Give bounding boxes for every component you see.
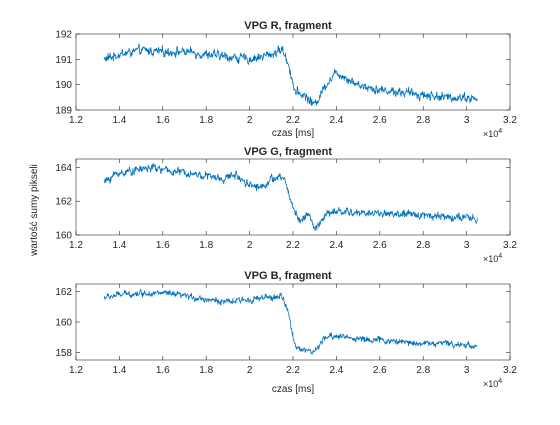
- subplot-g-x-tick-label: 1.8: [199, 240, 213, 251]
- subplot-g-y-tick-label: 164: [55, 163, 72, 174]
- subplot-b-series: [103, 288, 478, 355]
- subplot-r-x-tick-label: 2.4: [329, 115, 343, 126]
- subplot-r-axes-box: [75, 33, 511, 111]
- subplot-r-y-tick-label: 191: [55, 55, 72, 66]
- subplot-g-y-ticks: 160 162 164: [55, 163, 510, 242]
- subplot-b-x-tick-label: 1.6: [156, 365, 170, 376]
- subplot-r-x-tick-label: 2.8: [416, 115, 430, 126]
- subplot-b-x-multiplier: ×104: [483, 378, 502, 389]
- subplot-b-series-line: [103, 288, 478, 355]
- subplot-b-y-tick-label: 160: [55, 318, 72, 329]
- subplot-b-x-tick-label: 1.8: [199, 365, 213, 376]
- subplot-b-multiplier-base: ×10: [483, 379, 498, 389]
- subplot-b-x-tick-label: 1.2: [69, 365, 83, 376]
- subplot-r-x-tick-label: 1.8: [199, 115, 213, 126]
- subplot-r-y-tick-label: 190: [55, 80, 72, 91]
- subplot-g-x-tick-label: 2.2: [286, 240, 300, 251]
- subplot-b-y-ticks: 158 160 162: [55, 287, 510, 359]
- subplot-g-x-tick-label: 2.4: [329, 240, 343, 251]
- subplot-b-y-tick-label: 158: [55, 348, 72, 359]
- shared-y-axis-label: wartość sumy pikseli: [29, 164, 40, 257]
- subplot-g-x-tick-label: 2.8: [416, 240, 430, 251]
- subplot-b-x-tick-label: 2.4: [329, 365, 343, 376]
- subplot-g: VPG G, fragment 160 162 164 1.2 1.4 1.6 1.8 2 2…: [55, 146, 517, 264]
- subplot-r-multiplier-base: ×10: [483, 129, 498, 139]
- subplot-b-x-tick-label: 3: [464, 365, 470, 376]
- subplot-b-axes-box: [75, 283, 511, 361]
- subplot-b-x-tick-label: 2: [247, 365, 253, 376]
- subplot-g-multiplier-power: 4: [498, 253, 502, 260]
- subplot-g-x-ticks: 1.2 1.4 1.6 1.8 2 2.2 2.4 2.6 2.8 3 3.2: [69, 159, 517, 251]
- subplot-g-x-tick-label: 1.6: [156, 240, 170, 251]
- subplot-r-x-tick-label: 2.6: [373, 115, 387, 126]
- subplot-g-multiplier-base: ×10: [483, 254, 498, 264]
- subplot-b-x-tick-label: 2.8: [416, 365, 430, 376]
- subplot-g-x-tick-label: 3: [464, 240, 470, 251]
- subplot-b-title: VPG B, fragment: [244, 270, 332, 282]
- subplot-r-x-label: czas [ms]: [272, 128, 314, 139]
- subplot-g-title: VPG G, fragment: [244, 146, 332, 158]
- subplot-g-x-tick-label: 2.6: [373, 240, 387, 251]
- subplot-b-x-label: czas [ms]: [272, 384, 314, 395]
- subplot-r-x-tick-label: 3.2: [503, 115, 517, 126]
- subplot-r-y-tick-label: 189: [55, 106, 72, 117]
- subplot-b-multiplier-power: 4: [498, 378, 502, 385]
- subplot-r-x-multiplier: ×104: [483, 128, 502, 139]
- subplot-g-x-multiplier: ×104: [483, 253, 502, 264]
- subplot-b-x-tick-label: 2.2: [286, 365, 300, 376]
- subplot-b: VPG B, fragment 158 160 162 1.2 1.4 1.6 1.8 2 2…: [55, 270, 517, 395]
- subplot-g-series: [103, 163, 478, 232]
- subplot-r-x-tick-label: 3: [464, 115, 470, 126]
- subplot-r-x-tick-label: 2.2: [286, 115, 300, 126]
- subplot-r-series: [103, 43, 478, 106]
- subplot-r-x-tick-label: 1.4: [112, 115, 126, 126]
- subplot-r-title: VPG R, fragment: [244, 20, 332, 32]
- subplot-g-x-tick-label: 3.2: [503, 240, 517, 251]
- subplot-b-y-tick-label: 162: [55, 287, 72, 298]
- subplot-r-y-ticks: 189 190 191 192: [55, 30, 510, 117]
- subplot-b-x-ticks: 1.2 1.4 1.6 1.8 2 2.2 2.4 2.6 2.8 3 3.2: [69, 284, 517, 376]
- subplot-r-x-tick-label: 2: [247, 115, 253, 126]
- subplot-g-series-line: [103, 163, 478, 232]
- subplot-g-x-tick-label: 2: [247, 240, 253, 251]
- subplot-r-series-line: [103, 43, 478, 106]
- subplot-g-y-tick-label: 160: [55, 231, 72, 242]
- subplot-b-x-tick-label: 2.6: [373, 365, 387, 376]
- subplot-b-x-tick-label: 1.4: [112, 365, 126, 376]
- subplot-r-x-tick-label: 1.6: [156, 115, 170, 126]
- subplot-g-x-tick-label: 1.4: [112, 240, 126, 251]
- subplot-r-x-tick-label: 1.2: [69, 115, 83, 126]
- subplot-g-x-tick-label: 1.2: [69, 240, 83, 251]
- subplot-r-y-tick-label: 192: [55, 30, 72, 41]
- subplot-g-y-tick-label: 162: [55, 197, 72, 208]
- subplot-r-x-ticks: 1.2 1.4 1.6 1.8 2 2.2 2.4 2.6 2.8 3 3.2: [69, 34, 517, 126]
- subplot-r-multiplier-power: 4: [498, 128, 502, 135]
- subplot-b-x-tick-label: 3.2: [503, 365, 517, 376]
